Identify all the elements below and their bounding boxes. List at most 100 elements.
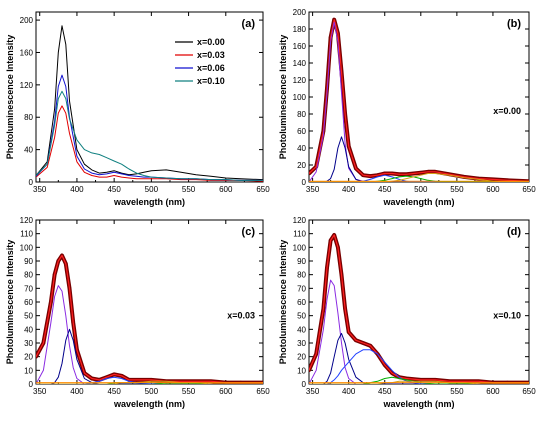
panel-label: (b) — [507, 18, 521, 30]
y-tick-label: 80 — [297, 271, 306, 280]
y-tick-label: 120 — [293, 216, 307, 225]
plot-frame — [308, 219, 530, 385]
series-fit-total — [36, 254, 263, 384]
x-tick-label: 650 — [522, 185, 536, 194]
y-tick-label: 180 — [293, 25, 307, 34]
x-tick-label: 450 — [378, 387, 392, 396]
x-tick-label: 350 — [33, 185, 47, 194]
x-tick-label: 550 — [450, 387, 464, 396]
x-tick-label: 350 — [306, 185, 320, 194]
y-tick-label: 200 — [20, 16, 34, 25]
series-line-x-0-10 — [36, 90, 263, 181]
legend-label: x=0.06 — [197, 63, 225, 73]
chart-panel-4: 350 400 450 500 550 600 650 0 10 20 30 40 50 60 70 80 90… — [278, 216, 536, 409]
series-component — [309, 376, 529, 384]
y-tick-label: 70 — [297, 284, 306, 293]
y-tick-label: 100 — [293, 93, 307, 102]
y-tick-label: 10 — [24, 366, 33, 375]
x-tick-label: 450 — [107, 387, 121, 396]
series-group — [309, 17, 529, 182]
y-tick-label: 30 — [24, 339, 33, 348]
x-tick-label: 450 — [107, 185, 121, 194]
x-axis-title: wavelength (nm) — [113, 197, 185, 207]
panel-label: (a) — [242, 18, 256, 30]
y-tick-label: 120 — [20, 81, 34, 90]
series-fit-total — [309, 19, 529, 182]
legend-label: x=0.10 — [197, 76, 225, 86]
y-tick-label: 0 — [29, 178, 34, 187]
y-tick-label: 100 — [20, 243, 34, 252]
y-tick-label: 20 — [297, 353, 306, 362]
x-tick-label: 650 — [256, 387, 270, 396]
y-tick-label: 80 — [24, 271, 33, 280]
y-tick-label: 40 — [24, 146, 33, 155]
series-component — [309, 279, 529, 384]
x-tick-label: 450 — [378, 185, 392, 194]
x-tick-label: 550 — [182, 185, 196, 194]
y-tick-label: 60 — [297, 298, 306, 307]
series-component — [36, 376, 263, 384]
x-tick-label: 600 — [486, 185, 500, 194]
series-component — [36, 285, 263, 384]
y-tick-label: 40 — [297, 325, 306, 334]
legend-label: x=0.03 — [197, 50, 225, 60]
y-axis-title: Photoluminescence Intensity — [278, 35, 288, 160]
y-tick-label: 110 — [293, 230, 306, 239]
series-component — [309, 174, 529, 182]
y-tick-label: 50 — [297, 312, 306, 321]
y-tick-label: 90 — [24, 257, 33, 266]
y-tick-label: 160 — [293, 42, 307, 51]
x-tick-label: 600 — [219, 185, 233, 194]
y-tick-label: 90 — [297, 257, 306, 266]
series-line-x-0-03 — [36, 105, 263, 182]
composition-annotation: x=0.10 — [493, 310, 521, 320]
x-tick-label: 350 — [306, 387, 320, 396]
composition-annotation: x=0.03 — [227, 310, 255, 320]
x-tick-label: 500 — [414, 185, 428, 194]
x-tick-label: 650 — [256, 185, 270, 194]
y-axis-title: Photoluminescence Intensity — [278, 240, 288, 365]
y-tick-label: 20 — [297, 161, 306, 170]
y-tick-label: 0 — [302, 178, 307, 187]
y-tick-label: 60 — [24, 298, 33, 307]
y-tick-label: 0 — [29, 380, 34, 389]
x-tick-label: 500 — [414, 387, 428, 396]
series-component — [36, 328, 263, 384]
y-tick-label: 110 — [20, 230, 33, 239]
y-tick-label: 40 — [24, 325, 33, 334]
x-tick-label: 400 — [70, 387, 84, 396]
chart-panel-1: 350 400 450 500 550 600 650 0 40 80 120 160 200 wavel… — [5, 11, 270, 207]
series-group — [309, 233, 529, 384]
x-tick-label: 550 — [450, 185, 464, 194]
y-tick-label: 160 — [20, 48, 34, 57]
composition-annotation: x=0.00 — [493, 106, 521, 116]
x-tick-label: 500 — [145, 185, 159, 194]
series-line-x-0-06 — [36, 74, 263, 181]
y-tick-label: 20 — [24, 353, 33, 362]
x-axis-title: wavelength (nm) — [382, 197, 454, 207]
x-tick-label: 600 — [486, 387, 500, 396]
y-tick-label: 30 — [297, 339, 306, 348]
y-tick-label: 10 — [297, 366, 306, 375]
y-tick-label: 100 — [293, 243, 307, 252]
y-tick-label: 140 — [293, 59, 307, 68]
series-fit-total — [309, 234, 529, 384]
y-tick-label: 0 — [302, 380, 307, 389]
series-component — [309, 21, 529, 182]
legend-label: x=0.00 — [197, 37, 225, 47]
x-tick-label: 400 — [342, 387, 356, 396]
x-axis-title: wavelength (nm) — [382, 399, 454, 409]
series-group — [36, 253, 263, 384]
y-axis-title: Photoluminescence Intensity — [5, 35, 15, 160]
plot-frame — [35, 11, 264, 183]
series-data-line — [309, 233, 529, 384]
y-tick-label: 60 — [297, 127, 306, 136]
x-tick-label: 400 — [70, 185, 84, 194]
panel-label: (c) — [242, 226, 256, 238]
x-tick-label: 600 — [219, 387, 233, 396]
y-tick-label: 70 — [24, 284, 33, 293]
y-tick-label: 40 — [297, 144, 306, 153]
x-tick-label: 350 — [33, 387, 47, 396]
series-group — [36, 25, 263, 182]
